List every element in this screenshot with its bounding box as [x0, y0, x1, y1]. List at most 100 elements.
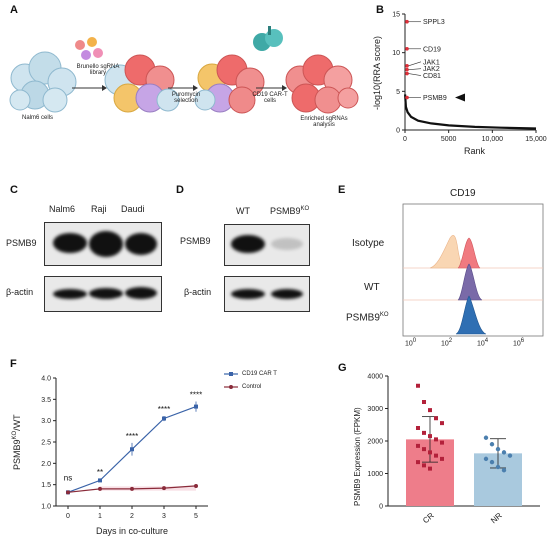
b-ytick-label: 5 [396, 89, 400, 96]
panel-letter-c: C [10, 184, 18, 196]
c-lane-nalm6: Nalm6 [49, 204, 76, 214]
g-point-nr [495, 446, 501, 452]
f-xtick-label: 5 [194, 513, 198, 520]
g-category-label: NR [489, 511, 504, 525]
f-point-control [130, 486, 134, 491]
b-gene-label: JAK1 [423, 59, 440, 66]
f-ytick-label: 1.0 [41, 504, 51, 511]
panel-letter-e: E [338, 184, 346, 196]
g-point-cr [416, 426, 420, 430]
panel-letter-f: F [10, 358, 17, 370]
b-psmb9-arrow [455, 93, 465, 102]
d-band-ko [271, 238, 303, 250]
b-rank-curve [404, 94, 537, 130]
b-xtick-label: 15,000 [525, 136, 547, 143]
b-gene-label: CD81 [423, 73, 441, 80]
f-significance-label: **** [126, 432, 138, 441]
b-gene-label: CD19 [423, 46, 441, 53]
step-label-car-t: CD19 CAR-T cells [252, 92, 288, 104]
b-point-cd19 [405, 47, 409, 51]
e-row-psmb9ko: PSMB9KO [346, 312, 389, 324]
g-ytick-label: 2000 [367, 439, 383, 446]
c-actin-band-1 [53, 289, 87, 299]
g-point-cr [422, 400, 426, 404]
g-point-cr [434, 437, 438, 442]
g-point-nr [507, 453, 513, 458]
g-point-cr [416, 383, 420, 388]
g-point-cr [422, 430, 426, 435]
flow-histogram [402, 203, 544, 337]
f-point-control [162, 486, 166, 491]
b-point-psmb9 [405, 95, 409, 100]
b-point-cd81 [405, 71, 409, 76]
nalm6-cell-cluster [9, 51, 77, 113]
b-xtick-label: 5000 [441, 136, 457, 143]
b-ytick-label: 10 [392, 50, 400, 57]
b-point-jak2 [405, 67, 409, 72]
f-legend-marker-control [229, 385, 233, 389]
crispr-screen-schematic [9, 26, 359, 114]
panel-letter-g: G [338, 362, 347, 374]
b-leader-line [408, 68, 422, 70]
selected-cell-cluster [194, 54, 265, 114]
f-ytick-label: 3.0 [41, 418, 51, 425]
b-leader-line [408, 73, 422, 76]
c-actin-band-2 [89, 288, 123, 299]
d-band-wt [231, 235, 265, 253]
e-tick-6: 106 [513, 338, 525, 348]
b-gene-label: SPPL3 [423, 19, 445, 26]
g-point-cr [416, 460, 420, 465]
b-gene-label: JAK2 [423, 66, 440, 73]
f-point-control [194, 483, 198, 488]
b-gene-label: PSMB9 [423, 95, 447, 102]
g-point-nr [501, 450, 507, 455]
g-point-cr [440, 421, 444, 426]
c-band-daudi [125, 233, 157, 255]
g-point-cr [440, 456, 444, 461]
f-xtick-label: 1 [98, 513, 102, 520]
sgrna-library-icon [75, 37, 103, 60]
f-ytick-label: 2.5 [41, 440, 51, 447]
g-category-label: CR [421, 511, 436, 525]
car-t-cells-icon [253, 26, 283, 51]
d-lane-wt: WT [236, 206, 250, 216]
f-significance-label: **** [158, 405, 170, 414]
g-point-cr [422, 447, 426, 452]
f-ytick-label: 2.0 [41, 461, 51, 468]
f-point-control [66, 490, 70, 495]
step-label-library: Brunello sgRNA library [76, 64, 120, 76]
b-ytick-label: 0 [396, 128, 400, 135]
g-point-nr [495, 464, 501, 470]
f-xtick-label: 2 [130, 513, 134, 520]
f-point-car-t [130, 447, 134, 452]
f-legend-control: Control [242, 384, 262, 390]
step-label-analysis: Enriched sgRNAs analysis [300, 116, 348, 128]
f-significance-label: ns [64, 473, 72, 482]
panel-letter-a: A [10, 4, 18, 16]
panel-letter-b: B [376, 4, 384, 16]
f-legend-car-t: CD19 CAR T [242, 371, 277, 377]
g-ytick-label: 1000 [367, 471, 383, 478]
g-point-cr [416, 443, 420, 448]
c-row-actin: β-actin [6, 287, 34, 297]
g-ytick-label: 0 [379, 504, 383, 511]
g-point-cr [428, 466, 432, 471]
f-xtick-label: 3 [162, 513, 166, 520]
d-actin-band-1 [231, 289, 265, 299]
b-xtick-label: 0 [403, 136, 407, 143]
g-point-nr [489, 442, 495, 447]
c-lane-raji: Raji [91, 204, 107, 214]
d-psmb9-blot [224, 224, 310, 266]
step-label-nalm6: Nalm6 cells [22, 115, 54, 121]
d-row-actin: β-actin [184, 287, 212, 297]
g-point-cr [434, 453, 438, 458]
g-point-cr [440, 440, 444, 445]
g-point-cr [428, 434, 432, 439]
g-point-cr [434, 416, 438, 421]
f-significance-label: **** [190, 390, 202, 399]
e-tick-2: 102 [441, 338, 453, 348]
e-wt-peak-top [457, 237, 481, 269]
c-psmb9-blot [44, 222, 162, 266]
